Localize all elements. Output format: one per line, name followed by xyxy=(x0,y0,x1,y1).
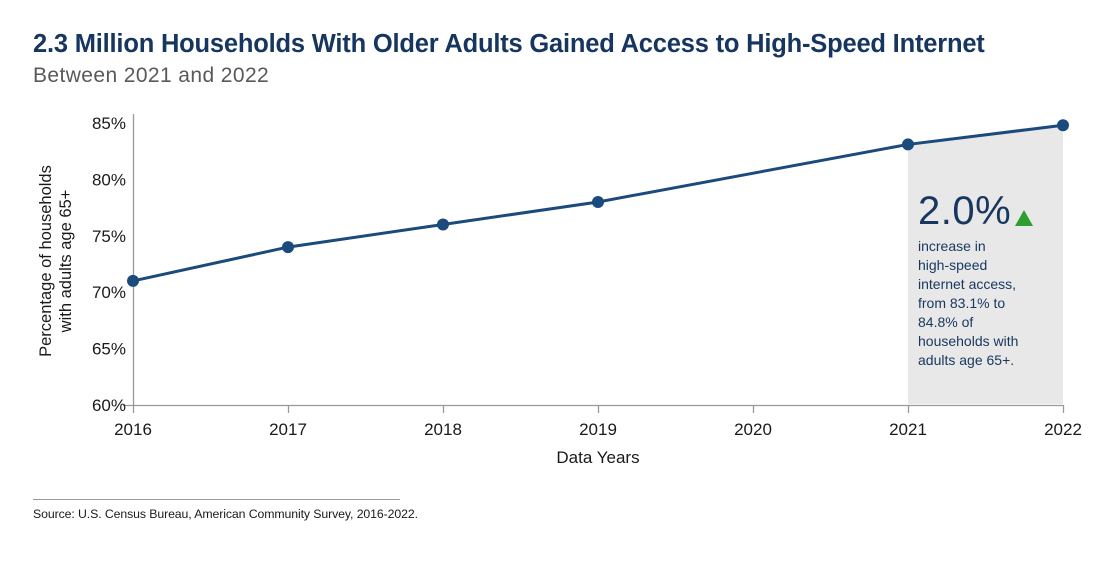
annotation-body-line: 84.8% of xyxy=(918,314,974,330)
y-tick-label: 75% xyxy=(92,227,126,246)
x-tick-label: 2020 xyxy=(734,420,772,439)
up-triangle-icon xyxy=(1015,210,1034,226)
annotation-body-line: increase in xyxy=(918,238,986,254)
annotation-body-line: adults age 65+. xyxy=(918,352,1015,368)
annotation-value-row: 2.0% xyxy=(918,188,1060,234)
highlight-region xyxy=(908,125,1063,405)
x-tick-label: 2017 xyxy=(269,420,307,439)
annotation-body-line: households with xyxy=(918,333,1019,349)
x-tick-label: 2022 xyxy=(1044,420,1082,439)
annotation-value: 2.0% xyxy=(918,189,1012,233)
data-point xyxy=(1057,119,1069,132)
source-divider xyxy=(33,499,400,500)
y-tick-label: 65% xyxy=(92,340,126,359)
callout-annotation: 2.0% increase in high-speed internet acces… xyxy=(918,188,1060,370)
data-line xyxy=(131,123,1065,283)
y-axis-title: Percentage of households with adults age… xyxy=(36,146,78,376)
source-note: Source: U.S. Census Bureau, American Com… xyxy=(33,507,418,521)
annotation-body-line: high-speed xyxy=(918,257,988,273)
line-chart-canvas: 2016 2017 2018 2019 2020 2021 2022 60% 65% 70% 75%… xyxy=(92,114,1082,439)
y-tick-label: 60% xyxy=(92,396,126,415)
x-tick-label: 2021 xyxy=(889,420,927,439)
x-tick-label: 2019 xyxy=(579,420,617,439)
data-point xyxy=(902,138,914,151)
y-axis-title-line2: with adults age 65+ xyxy=(57,189,75,333)
x-axis-title: Data Years xyxy=(556,448,640,467)
page-subtitle: Between 2021 and 2022 xyxy=(33,64,270,87)
y-axis-title-line1: Percentage of households xyxy=(37,165,55,357)
y-tick-label: 85% xyxy=(92,114,126,133)
x-tick-label: 2018 xyxy=(424,420,462,439)
annotation-body: increase in high-speed internet access, fro… xyxy=(918,237,1060,370)
data-point xyxy=(437,218,449,231)
y-tick-label: 70% xyxy=(92,283,126,302)
annotation-body-line: internet access, xyxy=(918,276,1017,292)
x-tick-label: 2016 xyxy=(114,420,152,439)
data-point xyxy=(127,274,139,287)
annotation-body-line: from 83.1% to xyxy=(918,295,1006,311)
page-title: 2.3 Million Households With Older Adults… xyxy=(33,30,985,58)
y-tick-label: 80% xyxy=(92,170,126,189)
data-point xyxy=(282,241,294,254)
data-point xyxy=(592,195,604,208)
